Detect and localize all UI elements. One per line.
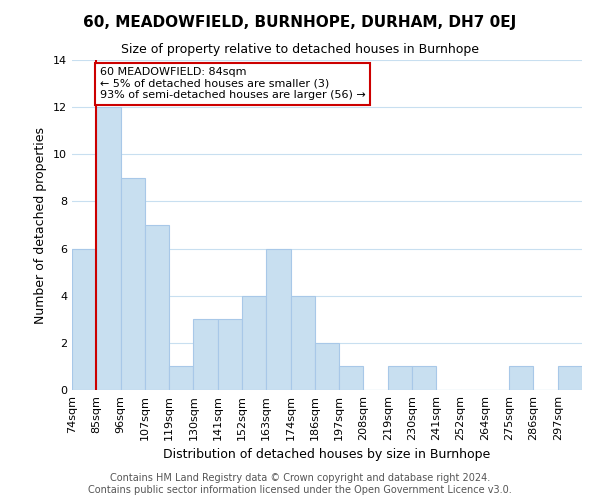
Bar: [509, 366, 533, 390]
Bar: [145, 225, 169, 390]
Bar: [193, 320, 218, 390]
Text: 60 MEADOWFIELD: 84sqm
← 5% of detached houses are smaller (3)
93% of semi-detach: 60 MEADOWFIELD: 84sqm ← 5% of detached h…: [100, 67, 365, 100]
Bar: [558, 366, 582, 390]
Bar: [339, 366, 364, 390]
Bar: [218, 320, 242, 390]
Bar: [266, 248, 290, 390]
Text: 60, MEADOWFIELD, BURNHOPE, DURHAM, DH7 0EJ: 60, MEADOWFIELD, BURNHOPE, DURHAM, DH7 0…: [83, 15, 517, 30]
Bar: [96, 107, 121, 390]
Text: Size of property relative to detached houses in Burnhope: Size of property relative to detached ho…: [121, 42, 479, 56]
X-axis label: Distribution of detached houses by size in Burnhope: Distribution of detached houses by size …: [163, 448, 491, 462]
Text: Contains HM Land Registry data © Crown copyright and database right 2024.
Contai: Contains HM Land Registry data © Crown c…: [88, 474, 512, 495]
Bar: [169, 366, 193, 390]
Bar: [242, 296, 266, 390]
Bar: [72, 248, 96, 390]
Bar: [121, 178, 145, 390]
Bar: [388, 366, 412, 390]
Bar: [412, 366, 436, 390]
Bar: [315, 343, 339, 390]
Bar: [290, 296, 315, 390]
Y-axis label: Number of detached properties: Number of detached properties: [34, 126, 47, 324]
